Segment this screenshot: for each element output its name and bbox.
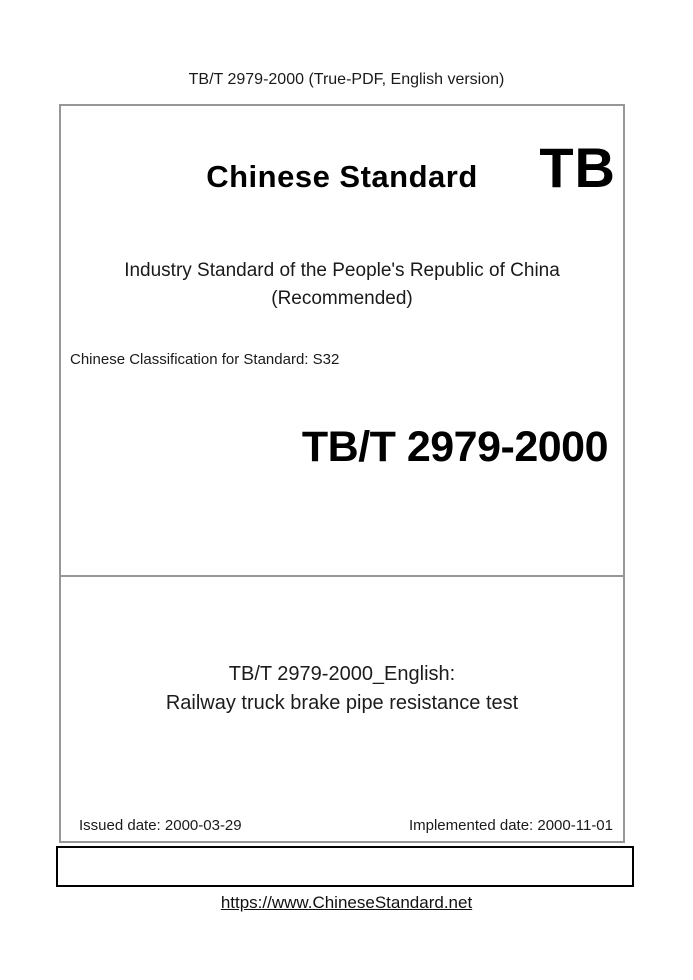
cover-box: Chinese Standard TB Industry Standard of…: [59, 104, 625, 843]
standard-type-line2: (Recommended): [271, 288, 413, 309]
standard-number: TB/T 2979-2000: [301, 423, 609, 471]
page-header: TB/T 2979-2000 (True-PDF, English versio…: [188, 71, 505, 88]
dates-row: Issued date: 2000-03-29 Implemented date…: [61, 816, 623, 836]
tb-logo: TB: [539, 136, 616, 199]
standard-type: Industry Standard of the People's Republ…: [61, 257, 623, 313]
issued-date: Issued date: 2000-03-29: [79, 817, 242, 834]
implemented-date: Implemented date: 2000-11-01: [408, 817, 613, 834]
empty-footer-box: [56, 846, 634, 887]
english-title: TB/T 2979-2000_English: Railway truck br…: [61, 660, 623, 718]
classification-label: Chinese Classification for Standard: S32: [70, 351, 340, 368]
website-link[interactable]: https://www.ChineseStandard.net: [220, 893, 473, 912]
divider-line: [61, 575, 623, 577]
brand-title: Chinese Standard: [206, 159, 478, 194]
standard-type-line1: Industry Standard of the People's Republ…: [124, 260, 560, 281]
english-title-line1: TB/T 2979-2000_English:: [228, 663, 456, 685]
english-title-line2: Railway truck brake pipe resistance test: [165, 692, 519, 714]
